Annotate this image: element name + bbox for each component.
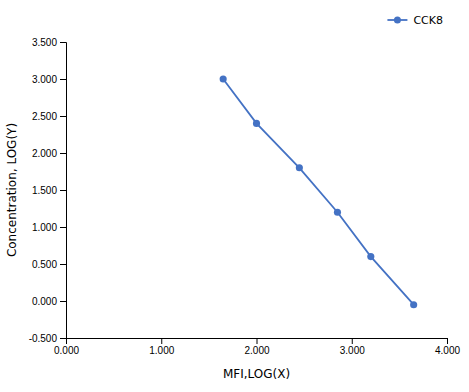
marker — [367, 253, 374, 260]
x-tick: 0.000 — [54, 338, 79, 356]
x-tick-mark — [257, 338, 258, 344]
marker — [410, 301, 417, 308]
y-tick-mark — [60, 190, 66, 191]
line — [223, 79, 413, 305]
y-tick-label: 2.500 — [32, 111, 57, 122]
marker — [253, 120, 260, 127]
y-tick-label: 2.000 — [32, 148, 57, 159]
legend: CCK8 — [387, 14, 443, 27]
marker — [334, 209, 341, 216]
y-tick-mark — [60, 42, 66, 43]
y-tick: 2.000 — [32, 148, 66, 159]
x-tick: 4.000 — [435, 338, 460, 356]
x-tick: 1.000 — [149, 338, 174, 356]
y-tick: 0.500 — [32, 259, 66, 270]
x-tick-label: 2.000 — [244, 345, 269, 356]
y-tick-label: -0.500 — [29, 333, 58, 344]
chart: 0.0001.0002.0003.0004.000-0.5000.0000.50… — [0, 0, 469, 392]
y-tick-mark — [60, 338, 66, 339]
y-tick-mark — [60, 116, 66, 117]
x-axis-title: MFI,LOG(X) — [223, 367, 290, 381]
y-tick-mark — [60, 301, 66, 302]
legend-label: CCK8 — [413, 14, 443, 27]
x-tick-mark — [352, 338, 353, 344]
y-tick-mark — [60, 264, 66, 265]
y-tick: 1.500 — [32, 185, 66, 196]
y-axis: -0.500 0.000 0.500 1.000 1.500 2.000 2.500 3.00… — [29, 37, 67, 344]
y-tick: 0.000 — [32, 296, 66, 307]
plot-area — [220, 75, 418, 308]
x-tick-label: 3.000 — [340, 345, 365, 356]
y-tick-label: 3.500 — [32, 37, 57, 48]
y-axis-title: Concentration, LOG(Y) — [5, 123, 19, 257]
x-axis-line — [67, 339, 448, 345]
x-axis: 0.000 1.000 2.000 3.000 4.000 — [54, 338, 460, 356]
y-tick: 1.000 — [32, 222, 66, 233]
y-tick-mark — [60, 153, 66, 154]
x-tick-label: 4.000 — [435, 345, 460, 356]
legend-item: CCK8 — [387, 14, 443, 27]
x-tick-mark — [161, 338, 162, 344]
x-tick: 3.000 — [340, 338, 365, 356]
y-tick-label: 3.000 — [32, 74, 57, 85]
y-tick-mark — [60, 79, 66, 80]
y-tick: 3.000 — [32, 74, 66, 85]
y-tick-label: 1.500 — [32, 185, 57, 196]
x-tick-label: 1.000 — [149, 345, 174, 356]
x-tick-label: 0.000 — [54, 345, 79, 356]
y-tick-mark — [60, 227, 66, 228]
y-tick: -0.500 — [29, 333, 66, 344]
y-tick: 2.500 — [32, 111, 66, 122]
y-tick-label: 1.000 — [32, 222, 57, 233]
y-tick-label: 0.500 — [32, 259, 57, 270]
x-tick-mark — [447, 338, 448, 344]
marker — [296, 164, 303, 171]
x-tick: 2.000 — [244, 338, 269, 356]
legend-marker — [394, 17, 401, 24]
y-tick-label: 0.000 — [32, 296, 57, 307]
y-tick: 3.500 — [32, 37, 66, 48]
marker — [220, 75, 227, 82]
y-axis-line — [60, 43, 67, 339]
